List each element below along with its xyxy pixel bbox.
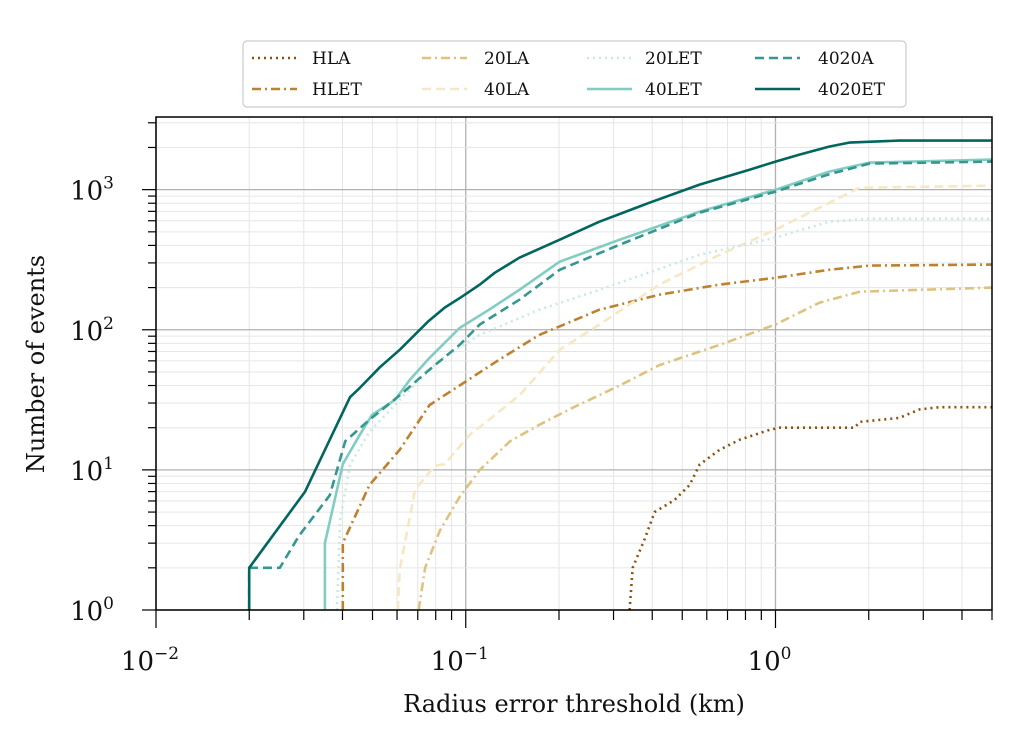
x-axis-label: Radius error threshold (km)	[403, 690, 745, 718]
legend-label: HLET	[312, 80, 363, 100]
y-tick-label: 103	[70, 174, 114, 207]
series-line-20LET	[335, 217, 992, 611]
y-axis-label: Number of events	[22, 255, 50, 473]
plot-frame	[155, 116, 993, 611]
grid	[155, 117, 993, 611]
legend-label: 20LA	[484, 49, 530, 69]
series-line-HLA	[628, 405, 992, 611]
series-lines	[247, 139, 993, 611]
x-tick-label: 10−2	[121, 644, 179, 677]
legend-label: 40LA	[484, 80, 530, 100]
legend: HLA HLET 20LA 40LA 20LET 40LET 4020A 4020ET	[242, 40, 907, 108]
series-line-20LA	[417, 286, 993, 611]
series-line-4020A	[247, 160, 993, 610]
series-line-4020ET	[247, 139, 992, 610]
x-tick-label: 10−1	[431, 644, 489, 677]
y-tick-label: 101	[70, 454, 114, 487]
legend-label: HLA	[312, 49, 351, 69]
axis-ticks: 10−2 10−1 100 100 101 102 103	[70, 122, 993, 677]
series-line-HLET	[341, 263, 993, 610]
legend-label: 4020ET	[818, 80, 886, 100]
legend-label: 20LET	[645, 49, 702, 69]
legend-label: 4020A	[818, 49, 874, 69]
series-line-40LA	[396, 184, 993, 611]
y-tick-label: 100	[70, 594, 114, 627]
x-tick-label: 100	[748, 644, 792, 677]
legend-label: 40LET	[645, 80, 702, 100]
series-line-40LET	[323, 158, 993, 610]
y-tick-label: 102	[70, 314, 114, 347]
